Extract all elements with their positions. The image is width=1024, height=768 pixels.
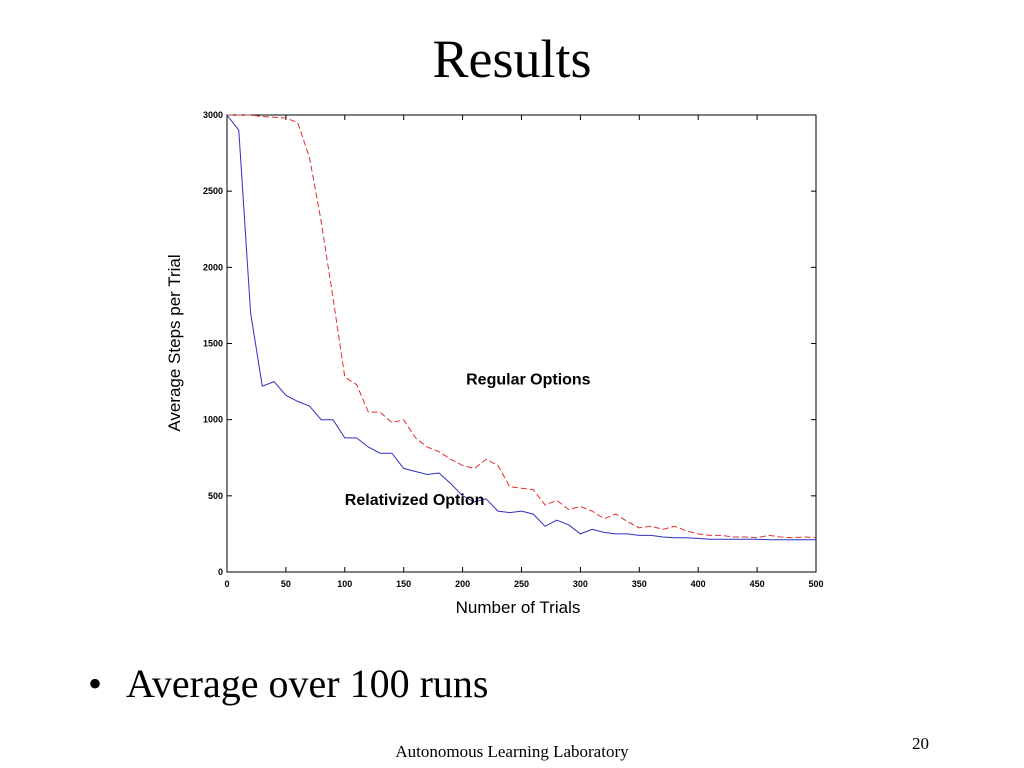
bullet-marker: • <box>88 661 103 706</box>
y-tick-label: 500 <box>208 491 223 501</box>
bullet-text: Average over 100 runs <box>126 661 489 706</box>
x-tick-label: 500 <box>808 579 823 589</box>
y-tick-label: 2500 <box>203 186 223 196</box>
axis-ticks: 0 50 100 150 200 250 300 350 400 450 500 0 500 1000 15… <box>203 110 824 589</box>
x-tick-label: 250 <box>514 579 529 589</box>
x-axis-label: Number of Trials <box>456 598 581 617</box>
x-tick-label: 150 <box>396 579 411 589</box>
x-tick-label: 350 <box>632 579 647 589</box>
plot-frame <box>226 114 817 573</box>
x-tick-label: 200 <box>455 579 470 589</box>
bullet-item: • Average over 100 runs <box>88 660 488 707</box>
x-tick-label: 0 <box>224 579 229 589</box>
series-line-relativized-option <box>226 114 816 541</box>
x-tick-label: 300 <box>573 579 588 589</box>
annotation-label: Regular Options <box>466 372 591 389</box>
x-tick-label: 50 <box>281 579 291 589</box>
x-tick-label: 100 <box>337 579 352 589</box>
chart-series <box>226 114 817 541</box>
x-tick-label: 450 <box>750 579 765 589</box>
y-tick-label: 1500 <box>203 339 223 349</box>
y-axis-label: Average Steps per Trial <box>165 254 184 431</box>
y-tick-label: 3000 <box>203 110 223 120</box>
chart-annotations: Regular Options Relativized Option <box>345 372 591 509</box>
y-tick-label: 0 <box>218 567 223 577</box>
page-number: 20 <box>912 734 929 753</box>
y-tick-label: 2000 <box>203 262 223 272</box>
series-line-regular-options <box>227 114 817 539</box>
y-tick-label: 1000 <box>203 415 223 425</box>
footer-text: Autonomous Learning Laboratory <box>395 742 629 761</box>
x-tick-label: 400 <box>691 579 706 589</box>
slide-title: Results <box>432 29 592 89</box>
annotation-label: Relativized Option <box>345 492 485 509</box>
